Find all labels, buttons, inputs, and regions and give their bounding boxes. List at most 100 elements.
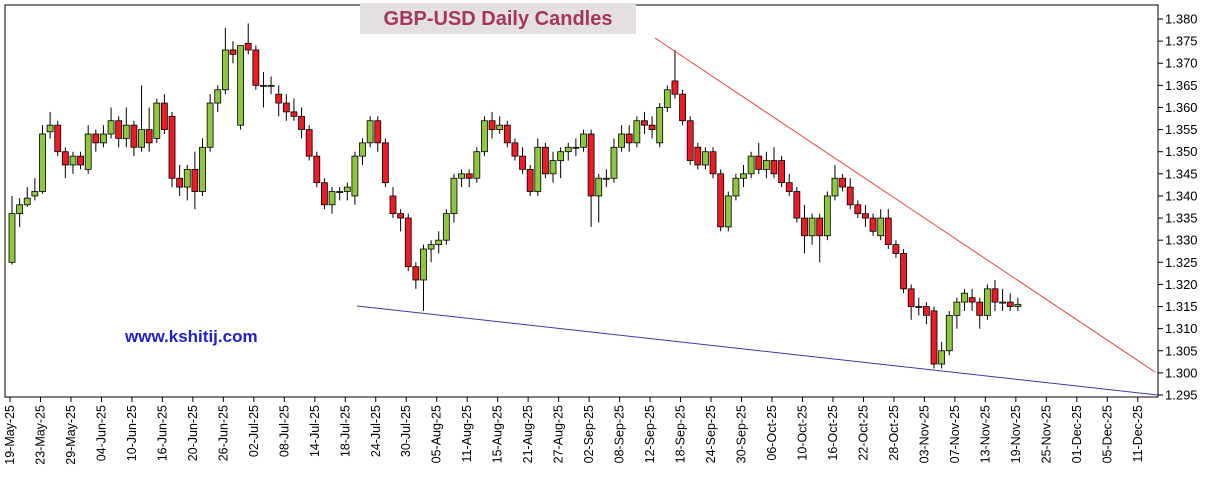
candle-body: [816, 217, 824, 237]
y-tick-label: 1.295: [1165, 388, 1198, 403]
y-tick-label: 1.330: [1165, 233, 1198, 248]
candle-body: [23, 197, 31, 206]
candle-body: [900, 253, 907, 290]
candle-body: [16, 204, 24, 215]
candle-body: [420, 248, 427, 281]
candle-body: [625, 133, 633, 144]
candle-body: [801, 217, 808, 237]
candle-body: [679, 93, 686, 122]
x-tick-label: 24-Jul-25: [369, 405, 383, 457]
candle-body: [397, 213, 405, 219]
y-tick-label: 1.320: [1165, 277, 1198, 292]
x-tick-label: 30-Jul-25: [399, 405, 413, 457]
y-tick-label: 1.315: [1165, 299, 1198, 314]
y-tick-label: 1.360: [1165, 100, 1198, 115]
candle-body: [336, 191, 344, 193]
resistance-trendline: [654, 37, 1156, 373]
x-tick-label: 29-May-25: [64, 405, 78, 465]
candle-body: [77, 155, 84, 166]
candle-body: [435, 239, 443, 245]
candle-body: [877, 217, 885, 237]
candle-body: [229, 49, 237, 55]
candle-body: [488, 120, 496, 130]
candle-body: [831, 177, 839, 197]
candle-body: [862, 213, 869, 219]
x-tick-label: 18-Jul-25: [338, 405, 352, 457]
candle-body: [122, 124, 130, 139]
candle-body: [907, 288, 915, 307]
candle-body: [732, 177, 740, 197]
candle-body: [983, 288, 991, 316]
x-tick-label: 24-Sep-25: [704, 405, 718, 463]
candle-body: [770, 160, 778, 175]
candle-body: [762, 160, 770, 170]
x-tick-label: 10-Jun-25: [125, 405, 139, 461]
chart-title: GBP-USD Daily Candles: [384, 8, 613, 30]
candle-body: [282, 102, 290, 113]
candle-body: [275, 93, 283, 104]
candle-body: [656, 107, 664, 144]
y-tick-label: 1.345: [1165, 166, 1198, 181]
candle-body: [442, 213, 450, 241]
candle-body: [321, 182, 328, 206]
candle-body: [138, 129, 145, 148]
candle-body: [961, 292, 968, 303]
candle-body: [84, 133, 92, 170]
x-tick-label: 05-Dec-25: [1100, 405, 1114, 463]
candle-body: [633, 120, 641, 144]
candle-body: [31, 191, 39, 197]
x-tick-label: 25-Nov-25: [1039, 405, 1053, 463]
candle-body: [557, 151, 565, 161]
candle-body: [145, 129, 153, 144]
candle-body: [61, 151, 69, 166]
candle-body: [153, 102, 161, 139]
x-tick-label: 22-Oct-25: [856, 405, 870, 461]
candle-body: [343, 186, 351, 192]
candle-body: [351, 155, 359, 197]
plot-area: [4, 4, 1159, 398]
candle-body: [991, 288, 999, 303]
x-tick-label: 13-Nov-25: [978, 405, 992, 463]
candle-body: [542, 146, 549, 175]
x-tick-label: 04-Jun-25: [94, 405, 108, 461]
candle-body: [214, 89, 222, 104]
candle-body: [717, 173, 725, 228]
x-tick-label: 03-Nov-25: [917, 405, 931, 463]
candle-body: [846, 186, 854, 206]
candle-body: [92, 133, 100, 144]
candle-body: [953, 301, 961, 316]
x-tick-label: 08-Jul-25: [277, 405, 291, 457]
y-tick-label: 1.350: [1165, 144, 1198, 159]
title-box: [360, 3, 636, 34]
candle-body: [107, 120, 115, 135]
candle-body: [221, 49, 229, 91]
x-tick-label: 14-Jul-25: [308, 405, 322, 457]
candle-body: [671, 80, 679, 95]
y-tick-label: 1.305: [1165, 343, 1198, 358]
candle-body: [999, 301, 1006, 304]
candle-body: [747, 155, 755, 175]
y-tick-label: 1.300: [1165, 365, 1198, 380]
x-tick-label: 30-Sep-25: [735, 405, 749, 463]
candle-body: [298, 115, 305, 130]
y-tick-label: 1.340: [1165, 188, 1198, 203]
y-tick-label: 1.325: [1165, 255, 1198, 270]
x-tick-label: 18-Sep-25: [674, 405, 688, 463]
candle-body: [381, 142, 389, 184]
candle-body: [199, 146, 206, 192]
candle-body: [686, 120, 694, 161]
x-tick-label: 19-May-25: [3, 405, 17, 465]
candle-body: [359, 142, 366, 157]
candle-body: [823, 195, 831, 237]
candle-body: [694, 146, 702, 166]
candle-body: [534, 146, 542, 192]
x-tick-label: 10-Oct-25: [795, 405, 809, 461]
candle-body: [130, 124, 138, 148]
candle-body: [808, 217, 816, 237]
candle-body: [580, 133, 587, 148]
y-tick-label: 1.365: [1165, 78, 1198, 93]
candle-body: [404, 217, 412, 268]
x-tick-label: 06-Oct-25: [765, 405, 779, 461]
candle-body: [450, 177, 458, 215]
